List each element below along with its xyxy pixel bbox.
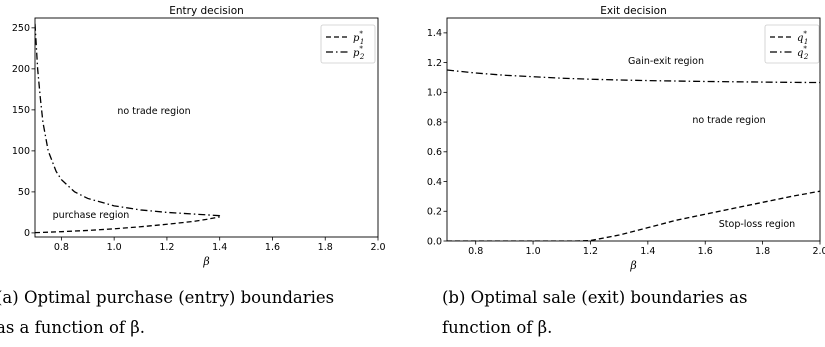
y-tick-label: 0.0: [427, 236, 442, 247]
caption-line: function of β.: [442, 318, 552, 337]
x-tick-label: 2.0: [370, 242, 385, 253]
y-tick-label: 0.4: [427, 177, 442, 188]
region-label: Stop-loss region: [719, 219, 795, 230]
y-tick-label: 1.0: [427, 88, 442, 99]
x-tick-label: 1.6: [698, 246, 713, 257]
legend-box: [764, 24, 820, 64]
chart-title: Entry decision: [169, 5, 244, 17]
y-tick-label: 1.2: [427, 58, 442, 69]
legend-label: p* 2: [353, 45, 365, 61]
x-tick-label: 1.4: [640, 246, 655, 257]
chart-panel-1: Entry decision 0.8 1.0 1.2 1.4 1.6 1.8 2.0 0 50 10…: [12, 5, 386, 268]
y-tick-label: 150: [12, 105, 30, 116]
caption-line: (b) Optimal sale (exit) boundaries as: [442, 288, 747, 307]
y-tick-label: 0.6: [427, 147, 442, 158]
x-axis-label: β: [202, 255, 209, 268]
legend: p* 1p* 2: [320, 24, 376, 64]
legend-box: [320, 24, 376, 64]
series-group: [35, 23, 222, 234]
x-tick-label: 0.8: [54, 242, 69, 253]
caption-a: (a) Optimal purchase (entry) boundaries a…: [0, 288, 334, 337]
y-tick-label: 1.4: [427, 28, 442, 39]
y-tick-label: 100: [12, 146, 30, 157]
x-tick-label: 1.2: [159, 242, 174, 253]
chart-panel-2: Exit decision 0.8 1.0 1.2 1.4 1.6 1.8 2.0 0.0 0.2…: [427, 5, 825, 272]
x-tick-label: 1.6: [265, 242, 280, 253]
y-tick-label: 50: [18, 187, 30, 198]
caption-line: (a) Optimal purchase (entry) boundaries: [0, 288, 334, 307]
series-line-1: [447, 190, 820, 241]
series-line-1: [35, 216, 220, 234]
x-tick-label: 1.0: [107, 242, 122, 253]
caption-b: (b) Optimal sale (exit) boundaries as fun…: [442, 288, 747, 337]
legend: q* 1q* 2: [764, 24, 820, 64]
series-group: [447, 69, 820, 241]
x-tick-label: 1.4: [212, 242, 227, 253]
y-tick-label: 0.2: [427, 207, 442, 218]
y-tick-label: 0: [24, 228, 30, 239]
region-label: no trade region: [692, 115, 765, 126]
legend-label: p* 1: [353, 30, 364, 46]
y-tick-label: 200: [12, 64, 30, 75]
x-tick-label: 1.2: [583, 246, 598, 257]
x-tick-label: 0.8: [468, 246, 483, 257]
x-tick-label: 1.8: [318, 242, 333, 253]
region-label: purchase region: [53, 210, 130, 221]
series-line-2: [35, 23, 222, 218]
region-label: Gain-exit region: [628, 56, 704, 67]
caption-line: as a function of β.: [0, 318, 145, 337]
y-tick-label: 250: [12, 23, 30, 34]
x-tick-label: 2.0: [812, 246, 825, 257]
series-line-2: [447, 69, 820, 84]
plot-frame: [446, 17, 821, 242]
y-tick-label: 0.8: [427, 117, 442, 128]
x-tick-label: 1.8: [755, 246, 770, 257]
legend-label: q* 1: [797, 30, 808, 46]
region-label: no trade region: [117, 106, 190, 117]
plot-frame: [34, 17, 379, 238]
chart-title: Exit decision: [600, 5, 667, 17]
legend-label: q* 2: [797, 45, 809, 61]
x-axis-label: β: [629, 259, 636, 272]
x-tick-label: 1.0: [526, 246, 541, 257]
